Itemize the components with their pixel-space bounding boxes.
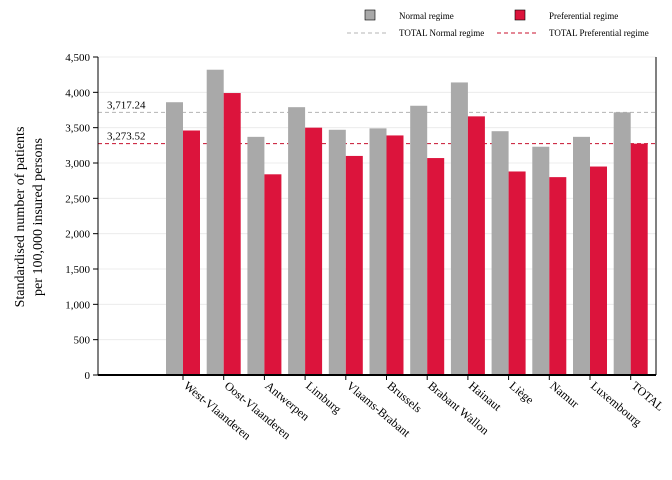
bar-preferential-0 (183, 130, 200, 375)
bar-normal-9 (532, 146, 550, 375)
bars (166, 69, 648, 376)
bar-normal-10 (573, 136, 590, 375)
bar-normal-4 (328, 129, 346, 375)
bar-preferential-1 (223, 93, 241, 375)
reference-line-label-0: 3,717.24 (107, 99, 146, 111)
x-tick-label-9: Namur (547, 379, 582, 411)
y-tick-label-7: 3,500 (65, 123, 90, 135)
legend-label-0: Normal regime (399, 11, 454, 21)
y-tick-label-2: 1,000 (65, 299, 90, 311)
legend-swatch-1 (514, 9, 526, 21)
y-axis-label-line2: per 100,000 insured persons (31, 138, 46, 296)
reference-line-label-1: 3,273.52 (107, 131, 146, 143)
y-tick-label-8: 4,000 (65, 87, 90, 99)
bar-preferential-5 (386, 135, 404, 375)
y-axis-label-line1: Standardised number of patients (13, 127, 28, 308)
y-tick-label-3: 1,500 (65, 264, 90, 276)
bar-normal-5 (369, 128, 387, 375)
legend-swatch-0 (364, 9, 376, 21)
bar-preferential-11 (630, 143, 648, 375)
bar-normal-8 (491, 131, 509, 375)
bar-preferential-9 (549, 177, 567, 375)
bar-preferential-7 (467, 116, 485, 376)
y-tick-label-5: 2,500 (65, 193, 90, 205)
bar-preferential-2 (264, 174, 282, 375)
bar-normal-7 (450, 82, 468, 375)
bar-normal-1 (206, 69, 224, 375)
bar-preferential-4 (345, 155, 363, 375)
y-tick-label-1: 500 (74, 335, 91, 347)
bar-normal-2 (247, 136, 265, 375)
y-tick-label-0: 0 (85, 370, 91, 382)
x-axis: West-VlaanderenOost-VlaanderenAntwerpenL… (181, 375, 667, 443)
y-tick-label-9: 4,500 (65, 52, 90, 64)
bar-normal-0 (166, 102, 183, 375)
legend-label-1: Preferential regime (549, 11, 618, 21)
legend: Normal regime Preferential regime TOTAL No… (347, 9, 649, 38)
bar-preferential-6 (427, 158, 445, 375)
bar-preferential-3 (305, 127, 323, 376)
bar-normal-11 (613, 112, 631, 376)
legend-line-label-1: TOTAL Preferential regime (549, 28, 649, 38)
x-tick-label-8: Liège (507, 379, 537, 407)
y-axis: 0 500 1,000 1,500 2,000 2,500 3,000 3,500 4,000 4… (65, 52, 98, 382)
bar-normal-6 (410, 105, 428, 375)
bar-preferential-10 (590, 166, 607, 375)
legend-line-label-0: TOTAL Normal regime (399, 28, 484, 38)
y-tick-label-6: 3,000 (65, 158, 90, 170)
x-tick-label-11: TOTAL (629, 379, 667, 414)
y-tick-label-4: 2,000 (65, 229, 90, 241)
plot-frame (97, 57, 657, 376)
bar-normal-3 (288, 107, 306, 375)
bar-preferential-8 (508, 171, 526, 375)
